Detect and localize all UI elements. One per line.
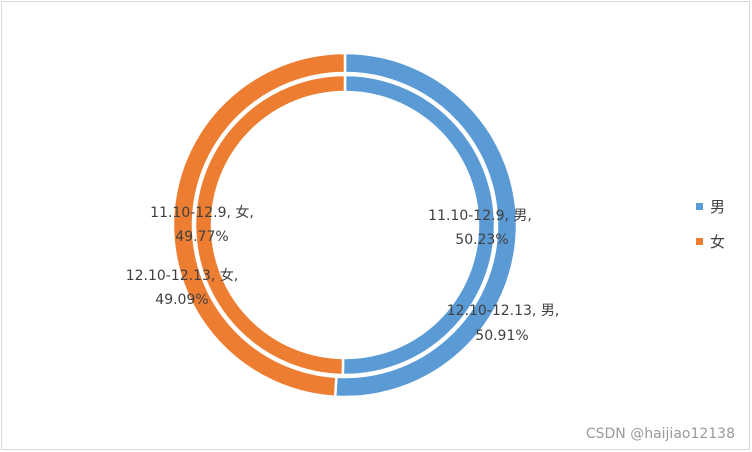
data-label-2-line1: 11.10-12.9, 女, [150,204,254,221]
rings [171,51,519,399]
slice-outer-female [171,51,347,399]
data-label-4-line2: 49.09% [155,292,208,308]
data-labels: 11.10-12.9, 男, 50.23% 11.10-12.9, 女, 49.… [126,204,560,344]
legend-swatch-male [696,203,703,210]
data-label-3-line1: 12.10-12.13, 男, [447,303,560,319]
slice-inner-female [193,73,347,377]
legend-swatch-female [696,238,703,245]
data-label-4-line1: 12.10-12.13, 女, [126,267,239,284]
legend-label-male: 男 [710,198,725,216]
data-label-2-line2: 49.77% [175,229,228,245]
legend-label-female: 女 [710,233,725,251]
data-label-1-line1: 11.10-12.9, 男, [428,208,532,224]
data-label-3-line2: 50.91% [475,328,528,344]
data-label-1-line2: 50.23% [455,232,508,248]
legend: 男 女 [696,198,725,251]
watermark-text: CSDN @haijiao12138 [586,426,735,442]
